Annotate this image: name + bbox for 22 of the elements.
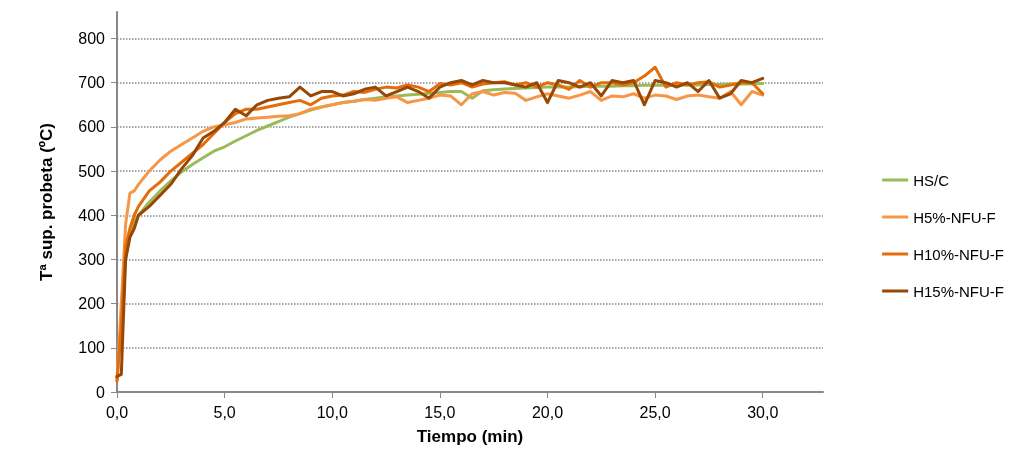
y-tick-label: 100: [78, 339, 106, 357]
y-tick-label: 300: [78, 250, 106, 268]
x-tick-label: 10,0: [316, 403, 348, 421]
x-tick-label: 5,0: [213, 403, 236, 421]
x-tick-label: 30,0: [747, 403, 779, 421]
y-tick-label: 400: [78, 206, 106, 224]
y-tick-label: 600: [78, 118, 106, 136]
y-tick-label: 500: [78, 162, 106, 180]
legend-label: H10%-NFU-F: [913, 245, 1005, 263]
y-tick-label: 0: [96, 383, 106, 401]
legend-label: H5%-NFU-F: [913, 208, 996, 226]
legend-label: H15%-NFU-F: [913, 282, 1005, 300]
x-tick-label: 25,0: [639, 403, 671, 421]
x-tick-label: 0,0: [105, 403, 129, 421]
y-tick-label: 200: [78, 295, 106, 313]
x-tick-label: 20,0: [531, 403, 564, 421]
x-tick-label: 15,0: [424, 403, 456, 421]
y-tick-label: 800: [78, 30, 106, 48]
y-tick-label: 700: [78, 74, 106, 92]
legend-label: HS/C: [913, 171, 950, 189]
x-axis-title: Tiempo (min): [416, 427, 524, 446]
y-axis-title: Tª sup. probeta (ºC): [37, 123, 56, 281]
